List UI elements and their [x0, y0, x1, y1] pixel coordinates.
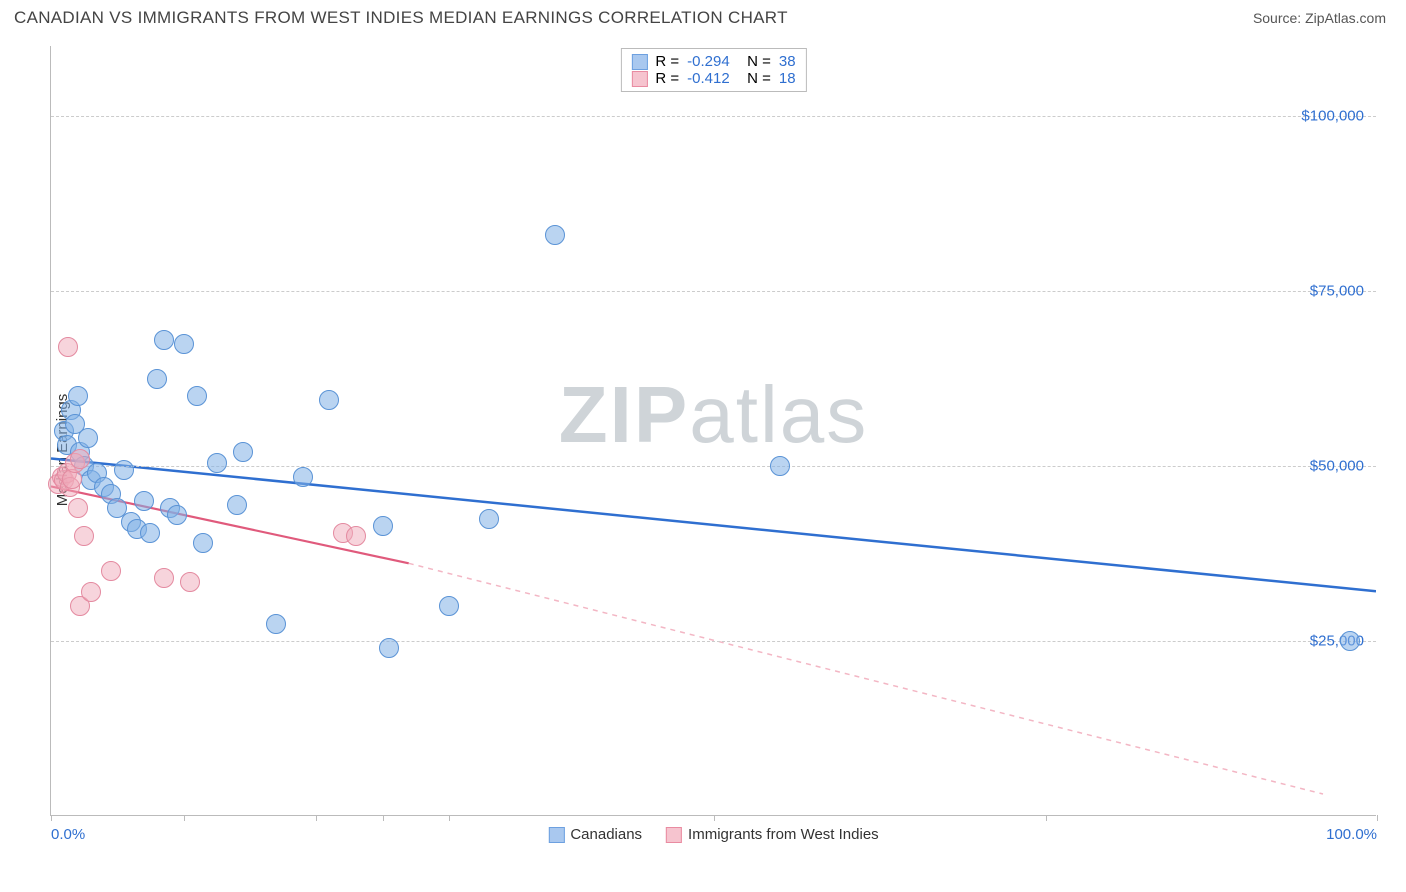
x-tick-label: 0.0%: [51, 826, 85, 843]
canadians-point: [439, 596, 459, 616]
canadians-point: [479, 509, 499, 529]
canadians-point: [233, 442, 253, 462]
y-tick-label: $50,000: [1310, 458, 1364, 475]
immigrants-point: [81, 582, 101, 602]
y-tick-label: $100,000: [1301, 108, 1364, 125]
immigrants-point: [101, 561, 121, 581]
x-tick: [1377, 815, 1378, 821]
x-tick: [383, 815, 384, 821]
r-value: -0.294: [687, 53, 739, 70]
gridline: [51, 116, 1376, 117]
source-prefix: Source:: [1253, 10, 1305, 26]
legend-label: Immigrants from West Indies: [688, 826, 879, 843]
canadians-point: [193, 533, 213, 553]
source-attribution: Source: ZipAtlas.com: [1253, 10, 1386, 26]
y-tick-label: $75,000: [1310, 283, 1364, 300]
canadians-point: [770, 456, 790, 476]
immigrants-point: [346, 526, 366, 546]
immigrants-point: [180, 572, 200, 592]
trend-lines: [51, 46, 1376, 815]
canadians-point: [78, 428, 98, 448]
gridline: [51, 466, 1376, 467]
x-tick-label: 100.0%: [1326, 826, 1377, 843]
immigrants-point: [68, 498, 88, 518]
n-label: N =: [747, 70, 771, 87]
x-tick: [184, 815, 185, 821]
watermark-atlas: atlas: [689, 370, 868, 459]
watermark-zip: ZIP: [559, 370, 689, 459]
watermark: ZIPatlas: [559, 369, 868, 461]
canadians-point: [266, 614, 286, 634]
canadians-point: [68, 386, 88, 406]
gridline: [51, 641, 1376, 642]
canadians-point: [167, 505, 187, 525]
source-link[interactable]: ZipAtlas.com: [1305, 10, 1386, 26]
n-value: 38: [779, 53, 796, 70]
r-value: -0.412: [687, 70, 739, 87]
canadians-point: [293, 467, 313, 487]
legend-item: Canadians: [548, 826, 642, 843]
correlation-legend: R = -0.294 N = 38 R = -0.412 N = 18: [620, 48, 806, 92]
immigrants-point: [70, 449, 90, 469]
canadians-point: [187, 386, 207, 406]
series-legend: Canadians Immigrants from West Indies: [548, 826, 878, 843]
plot-area: ZIPatlas R =-0.294N =38R =-0.412N =18 Ca…: [50, 46, 1376, 816]
immigrants-point: [74, 526, 94, 546]
x-tick: [1046, 815, 1047, 821]
canadians-point: [1340, 631, 1360, 651]
canadians-point: [134, 491, 154, 511]
canadians-point: [379, 638, 399, 658]
canadians-point: [147, 369, 167, 389]
x-tick: [449, 815, 450, 821]
immigrants-point: [58, 337, 78, 357]
x-tick: [316, 815, 317, 821]
x-tick: [714, 815, 715, 821]
immigrants-point: [154, 568, 174, 588]
canadians-point: [373, 516, 393, 536]
r-label: R =: [655, 70, 679, 87]
r-label: R =: [655, 53, 679, 70]
x-tick: [51, 815, 52, 821]
legend-swatch: [631, 54, 647, 70]
legend-row: R = -0.294 N = 38: [631, 53, 795, 70]
legend-label: Canadians: [570, 826, 642, 843]
legend-swatch: [631, 71, 647, 87]
canadians-point: [319, 390, 339, 410]
gridline: [51, 291, 1376, 292]
canadians-point: [174, 334, 194, 354]
n-label: N =: [747, 53, 771, 70]
canadians-point: [545, 225, 565, 245]
legend-swatch: [666, 827, 682, 843]
canadians-point: [207, 453, 227, 473]
canadians-point: [154, 330, 174, 350]
canadians-point: [140, 523, 160, 543]
legend-row: R = -0.412 N = 18: [631, 70, 795, 87]
chart-container: Median Earnings ZIPatlas R =-0.294N =38R…: [14, 40, 1392, 860]
legend-item: Immigrants from West Indies: [666, 826, 879, 843]
chart-title: CANADIAN VS IMMIGRANTS FROM WEST INDIES …: [14, 8, 788, 28]
canadians-point: [227, 495, 247, 515]
canadians-point: [114, 460, 134, 480]
n-value: 18: [779, 70, 796, 87]
legend-swatch: [548, 827, 564, 843]
